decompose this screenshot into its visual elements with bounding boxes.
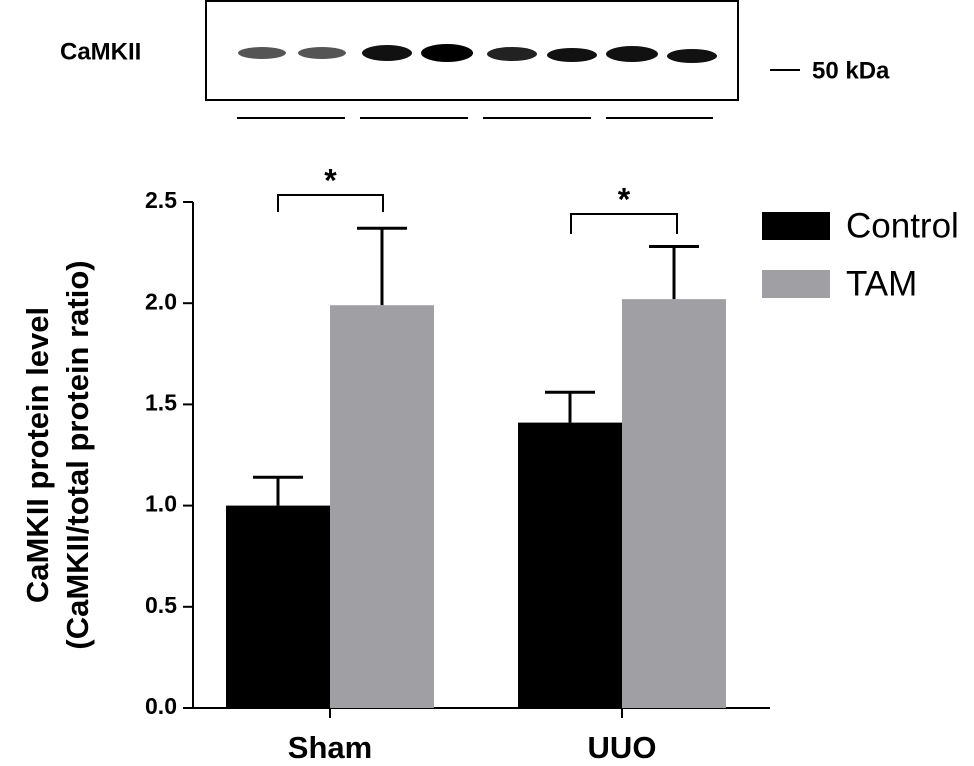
y-tick-label: 1.0: [145, 491, 177, 517]
legend-label: TAM: [846, 264, 917, 303]
blot-label: CaMKII: [60, 38, 141, 65]
y-tick-label: 2.5: [145, 187, 177, 213]
legend-swatch: [762, 212, 830, 240]
y-axis-label: (CaMKII/total protein ratio): [60, 260, 95, 649]
legend-swatch: [762, 270, 830, 298]
y-axis-label: CaMKII protein level: [20, 307, 55, 603]
bar: [330, 305, 434, 708]
x-tick-label: UUO: [588, 730, 657, 765]
bar: [226, 505, 330, 708]
significance-label: *: [324, 162, 337, 198]
bar: [518, 422, 622, 708]
western-blot: CaMKII 50 kDa: [60, 0, 890, 119]
significance-label: *: [618, 181, 631, 217]
blot-bands: [238, 44, 717, 63]
y-tick-label: 0.5: [145, 592, 177, 618]
x-tick-label: Sham: [288, 730, 372, 765]
marker-label: 50 kDa: [812, 57, 890, 84]
legend-label: Control: [846, 206, 959, 245]
y-tick-label: 2.0: [145, 288, 177, 314]
blot-frame: [205, 0, 739, 101]
bar: [622, 299, 726, 708]
y-tick-label: 1.5: [145, 389, 177, 415]
significance-bracket: [277, 194, 384, 212]
significance-bracket: [570, 213, 678, 234]
y-tick-label: 0.0: [145, 693, 177, 719]
